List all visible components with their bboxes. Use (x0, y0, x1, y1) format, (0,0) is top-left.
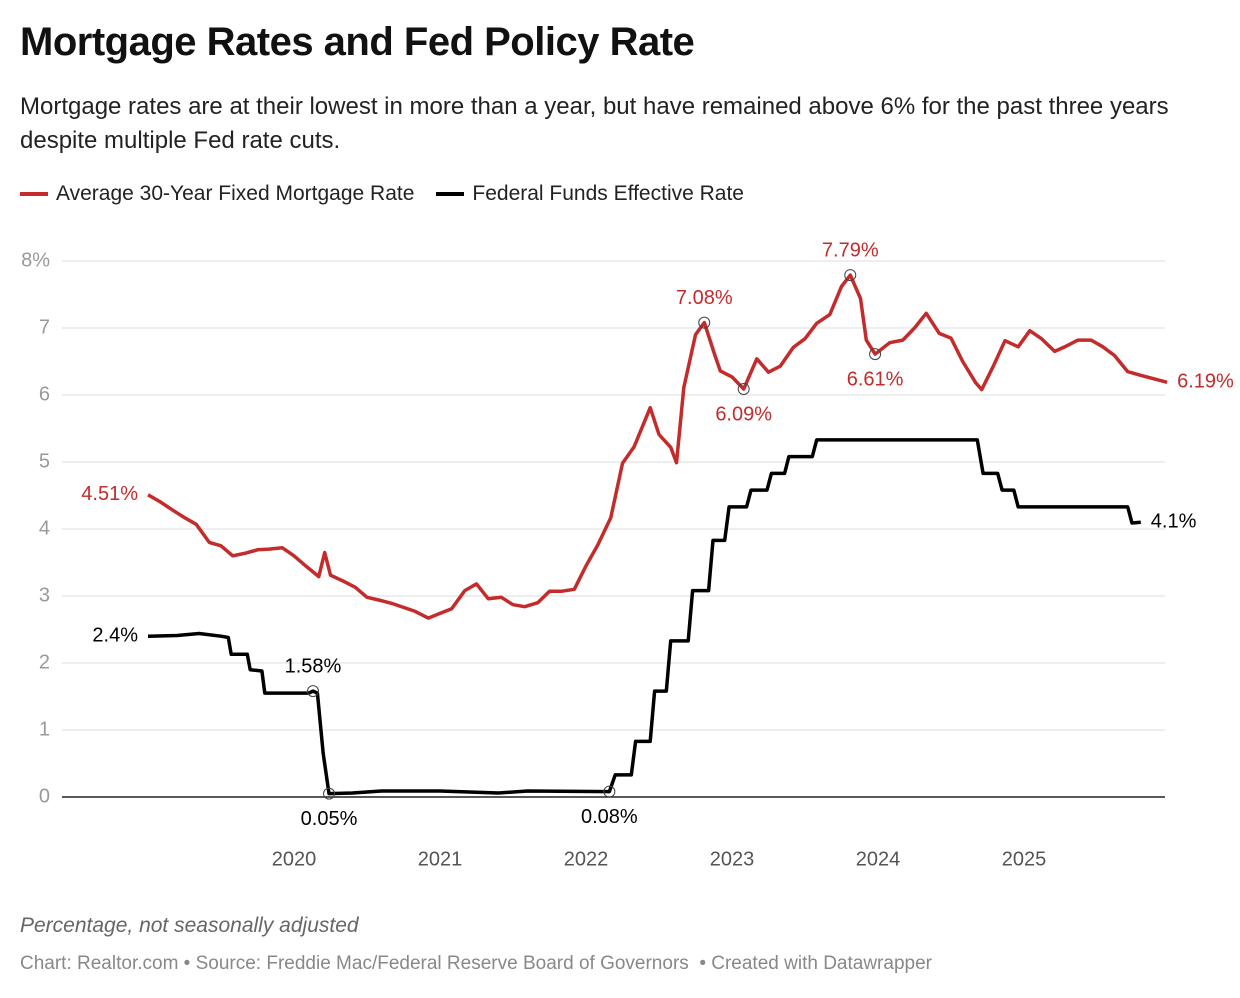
legend-item: Federal Funds Effective Rate (436, 182, 744, 206)
legend-swatch (20, 192, 48, 196)
x-tick-label: 2022 (564, 848, 609, 870)
y-tick-label: 5 (39, 450, 50, 472)
legend: Average 30-Year Fixed Mortgage Rate Feder… (20, 182, 744, 206)
annotation-label: 4.51% (81, 483, 138, 505)
y-tick-label: 4 (39, 517, 50, 539)
annotation-label: 0.05% (301, 808, 358, 830)
note: Percentage, not seasonally adjusted (20, 914, 359, 937)
annotation-label: 2.4% (92, 624, 138, 646)
annotation-label: 1.58% (285, 655, 342, 677)
annotation-label: 7.08% (676, 287, 733, 309)
y-tick-label: 0 (39, 785, 50, 807)
x-tick-label: 2021 (418, 848, 463, 870)
x-tick-label: 2020 (272, 848, 317, 870)
y-tick-label: 7 (39, 316, 50, 338)
y-tick-label: 2 (39, 651, 50, 673)
annotation-label: 6.19% (1177, 371, 1234, 393)
annotation-marker (869, 348, 882, 361)
y-tick-label: 6 (39, 383, 50, 405)
chart-title: Mortgage Rates and Fed Policy Rate (20, 20, 695, 64)
annotation-label: 6.09% (715, 403, 772, 425)
annotation-marker (323, 787, 336, 800)
x-tick-label: 2025 (1002, 848, 1047, 870)
annotation-label: 0.08% (581, 806, 638, 828)
annotation-marker (306, 685, 319, 698)
annotation-marker (737, 382, 750, 395)
legend-label: Average 30-Year Fixed Mortgage Rate (56, 182, 415, 205)
annotation-label: 6.61% (847, 368, 904, 390)
y-tick-label: 1 (39, 718, 50, 740)
annotation-label: 4.1% (1151, 511, 1197, 533)
annotation-marker (844, 269, 857, 282)
x-tick-label: 2023 (710, 848, 755, 870)
annotation-label: 7.79% (822, 239, 879, 261)
annotation-marker (698, 316, 711, 329)
y-tick-label: 3 (39, 584, 50, 606)
legend-swatch (436, 192, 465, 196)
line (147, 273, 1168, 620)
chart-subtitle: Mortgage rates are at their lowest in mo… (20, 93, 1169, 154)
line (147, 438, 1141, 796)
legend-label: Federal Funds Effective Rate (472, 182, 744, 205)
x-tick-label: 2024 (856, 848, 901, 870)
legend-item: Average 30-Year Fixed Mortgage Rate (20, 182, 414, 206)
annotation-marker (603, 785, 616, 798)
source: Chart: Realtor.com • Source: Freddie Mac… (20, 953, 932, 974)
y-tick-label: 8% (21, 249, 50, 271)
